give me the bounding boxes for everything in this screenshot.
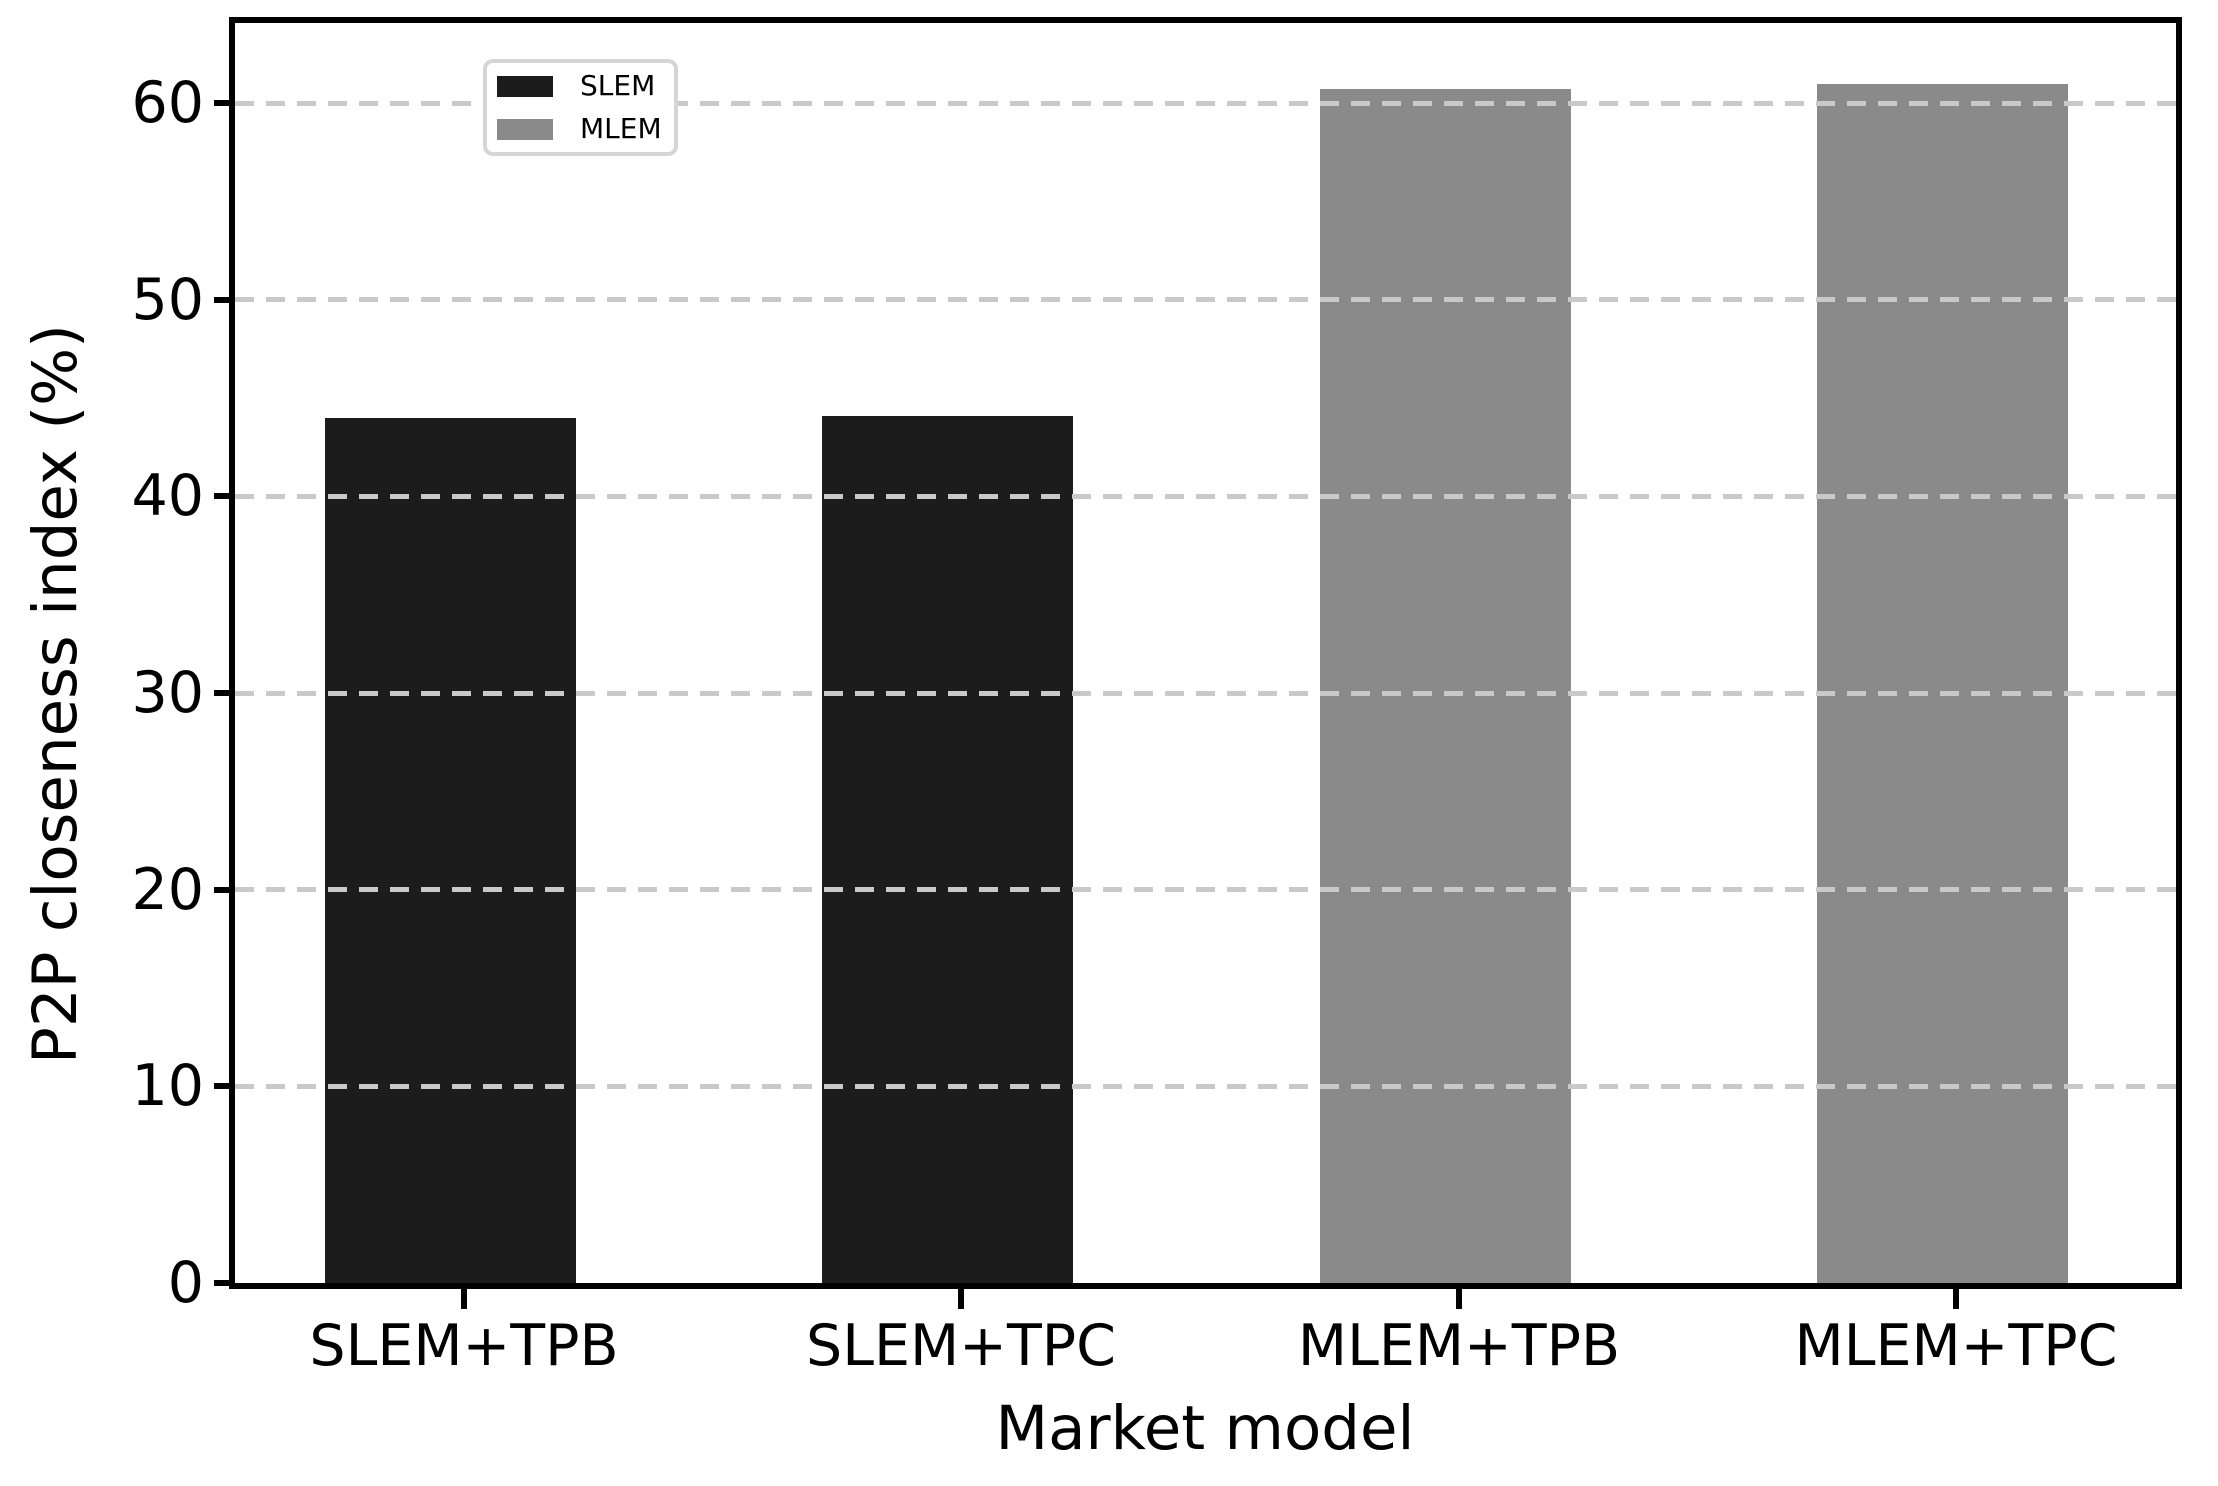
gridline-20 xyxy=(235,887,2176,893)
bar-slem-tpb xyxy=(324,417,576,1283)
ytick-30 xyxy=(214,690,235,697)
x-axis-label: Market model xyxy=(995,1393,1415,1464)
plot-content xyxy=(235,23,2176,1283)
xtick-label-mlem-tpc: MLEM+TPC xyxy=(1794,1313,2118,1379)
plot-area: SLEM MLEM xyxy=(229,17,2182,1289)
xtick-label-slem-tpb: SLEM+TPB xyxy=(309,1313,619,1379)
ytick-20 xyxy=(214,886,235,893)
gridline-30 xyxy=(235,690,2176,696)
ytick-label-20: 20 xyxy=(131,856,204,923)
xtick-label-slem-tpc: SLEM+TPC xyxy=(806,1313,1116,1379)
ytick-50 xyxy=(214,296,235,303)
xtick-mlem-tpb xyxy=(1456,1289,1462,1309)
ytick-60 xyxy=(214,100,235,107)
ytick-label-40: 40 xyxy=(131,463,204,530)
legend-label-slem: SLEM xyxy=(580,69,656,102)
gridline-40 xyxy=(235,493,2176,499)
xtick-slem-tpc xyxy=(958,1289,964,1309)
legend-label-mlem: MLEM xyxy=(580,112,662,145)
bar-mlem-tpb xyxy=(1319,89,1571,1283)
gridline-50 xyxy=(235,297,2176,303)
ytick-label-10: 10 xyxy=(131,1053,204,1120)
bar-mlem-tpc xyxy=(1816,83,2068,1283)
gridline-10 xyxy=(235,1083,2176,1089)
legend-swatch-slem-icon xyxy=(497,75,553,97)
ytick-0 xyxy=(214,1280,235,1286)
ytick-label-0: 0 xyxy=(167,1250,204,1316)
ytick-label-60: 60 xyxy=(131,70,204,137)
legend: SLEM MLEM xyxy=(483,59,678,156)
xtick-mlem-tpc xyxy=(1953,1289,1959,1309)
legend-item-mlem: MLEM xyxy=(497,114,674,144)
ytick-label-30: 30 xyxy=(131,660,204,727)
legend-swatch-mlem-icon xyxy=(497,118,553,140)
ytick-10 xyxy=(214,1083,235,1090)
bar-slem-tpc xyxy=(821,415,1073,1283)
xtick-slem-tpb xyxy=(461,1289,467,1309)
xtick-label-mlem-tpb: MLEM+TPB xyxy=(1297,1313,1621,1379)
ytick-label-50: 50 xyxy=(131,266,204,333)
gridline-60 xyxy=(235,100,2176,106)
legend-item-slem: SLEM xyxy=(497,71,674,101)
ytick-40 xyxy=(214,493,235,500)
